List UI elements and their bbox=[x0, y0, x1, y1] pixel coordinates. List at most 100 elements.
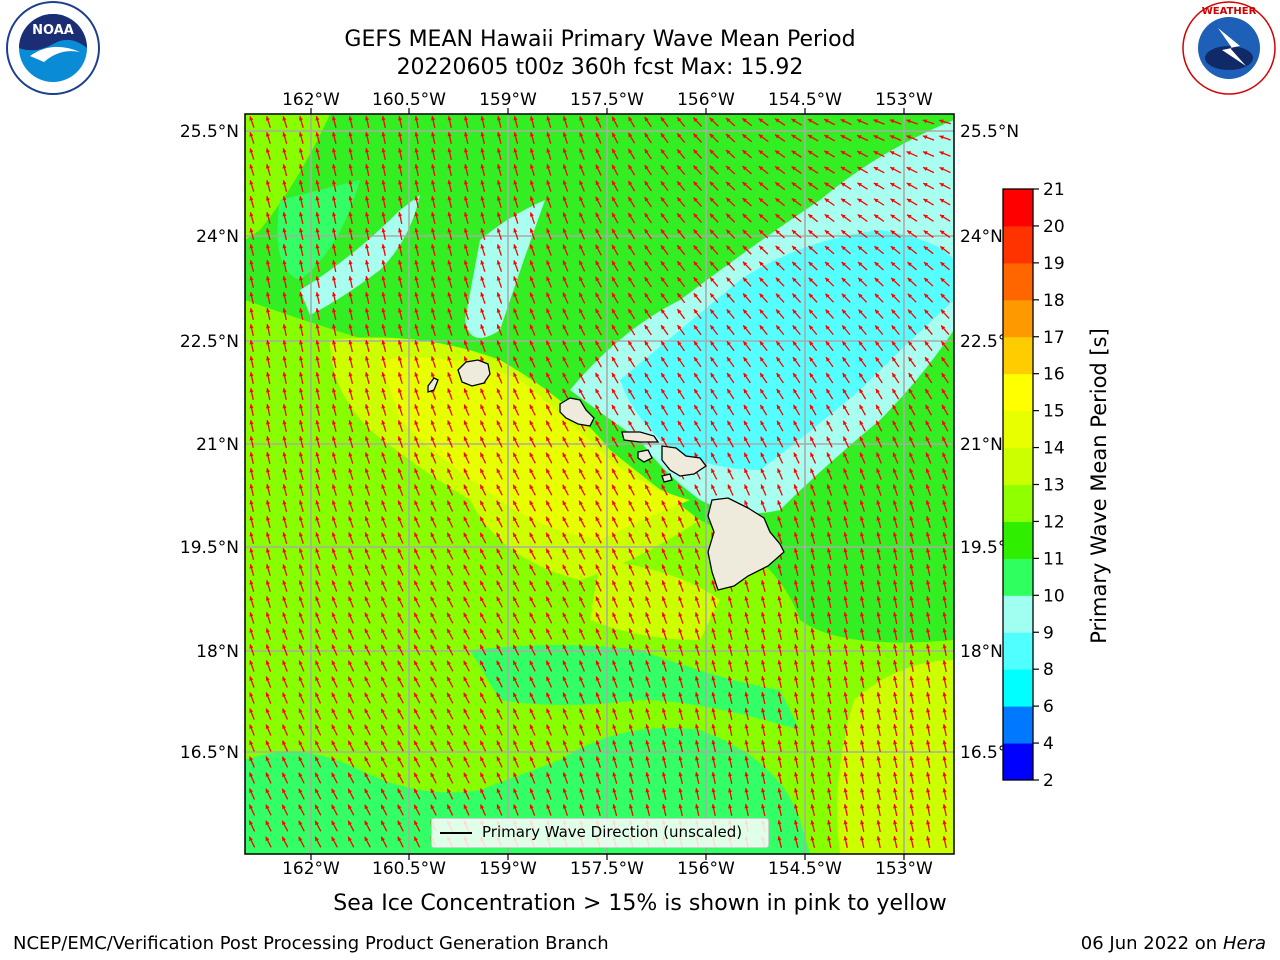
wave-arrow-head bbox=[644, 277, 649, 282]
wave-arrow-head bbox=[743, 309, 748, 314]
wave-arrow-head bbox=[760, 388, 765, 394]
wave-arrow-head bbox=[873, 167, 879, 171]
wave-arrow-head bbox=[414, 388, 419, 393]
wave-arrow-head bbox=[430, 532, 435, 538]
colorbar-segment bbox=[1003, 373, 1033, 412]
wave-arrow-head bbox=[941, 373, 946, 378]
wave-arrow-head bbox=[266, 404, 271, 409]
wave-arrow-head bbox=[742, 245, 748, 251]
wave-arrow-head bbox=[348, 468, 353, 473]
wave-arrow-head bbox=[562, 724, 567, 729]
wave-arrow-head bbox=[496, 708, 501, 714]
wave-arrow-head bbox=[711, 596, 716, 601]
wave-arrow-head bbox=[693, 229, 698, 234]
wave-arrow-head bbox=[463, 564, 468, 570]
wave-arrow-head bbox=[744, 580, 749, 585]
wave-arrow-head bbox=[447, 676, 451, 682]
wave-arrow-head bbox=[364, 788, 369, 794]
wave-arrow-head bbox=[893, 612, 898, 617]
wave-arrow-head bbox=[298, 196, 304, 201]
wave-arrow-head bbox=[876, 692, 881, 697]
wave-arrow-head bbox=[893, 756, 898, 761]
wave-arrow-head bbox=[430, 580, 435, 586]
wave-arrow-head bbox=[463, 276, 468, 281]
wave-arrow-head bbox=[332, 260, 337, 265]
wave-arrow-head bbox=[562, 532, 567, 538]
wave-arrow-head bbox=[678, 580, 683, 585]
wave-arrow-head bbox=[430, 740, 435, 746]
wave-arrow-head bbox=[529, 164, 534, 169]
wave-arrow-head bbox=[463, 548, 468, 554]
wave-arrow-head bbox=[873, 198, 879, 203]
wave-arrow-head bbox=[906, 135, 911, 140]
wave-arrow-head bbox=[827, 660, 832, 665]
wave-arrow-head bbox=[827, 788, 832, 793]
wave-arrow-head bbox=[381, 356, 386, 361]
lat-label-right: 24°N bbox=[960, 227, 1003, 247]
wave-arrow-head bbox=[942, 532, 947, 537]
wave-arrow-head bbox=[843, 564, 848, 569]
wave-arrow-head bbox=[364, 404, 369, 409]
wave-arrow-head bbox=[282, 740, 287, 746]
wave-arrow-head bbox=[808, 261, 813, 267]
wave-arrow-head bbox=[463, 452, 468, 458]
wave-arrow-head bbox=[611, 340, 616, 346]
wave-arrow-head bbox=[595, 484, 600, 490]
wave-arrow-head bbox=[628, 132, 633, 138]
wave-arrow-head bbox=[926, 820, 931, 825]
wave-arrow-head bbox=[611, 404, 616, 410]
wave-arrow-head bbox=[430, 372, 435, 377]
wave-arrow-head bbox=[678, 772, 683, 777]
wave-arrow-head bbox=[644, 404, 649, 410]
wave-arrow-head bbox=[331, 436, 336, 441]
wave-arrow-head bbox=[496, 404, 501, 410]
wave-arrow-head bbox=[840, 119, 846, 124]
wave-arrow-head bbox=[331, 740, 336, 746]
wave-arrow-head bbox=[827, 820, 832, 825]
wave-arrow-head bbox=[480, 260, 485, 265]
wave-arrow-head bbox=[694, 580, 699, 585]
wave-arrow-head bbox=[678, 708, 683, 713]
wave-arrow-head bbox=[579, 340, 583, 346]
wave-arrow-head bbox=[414, 564, 419, 570]
wave-arrow-head bbox=[447, 212, 452, 217]
wave-arrow-head bbox=[579, 212, 584, 218]
wave-arrow-head bbox=[941, 388, 946, 394]
wave-arrow-head bbox=[529, 772, 534, 777]
wave-arrow-head bbox=[265, 580, 270, 585]
wave-arrow-head bbox=[826, 516, 831, 521]
wave-arrow-head bbox=[644, 356, 649, 362]
wave-arrow-head bbox=[792, 277, 797, 283]
wave-arrow-head bbox=[447, 740, 451, 746]
wave-arrow-head bbox=[926, 660, 931, 665]
wave-arrow-head bbox=[942, 436, 947, 442]
wave-arrow-head bbox=[562, 676, 567, 682]
wave-arrow-head bbox=[924, 341, 929, 346]
colorbar-tick-label: 17 bbox=[1043, 328, 1065, 348]
wave-arrow-head bbox=[942, 580, 947, 585]
wave-arrow-head bbox=[265, 708, 270, 713]
wave-arrow-head bbox=[348, 308, 353, 313]
wave-arrow-head bbox=[480, 804, 485, 810]
wave-arrow-head bbox=[480, 420, 485, 426]
wave-arrow-head bbox=[859, 516, 864, 521]
wave-arrow-head bbox=[496, 564, 501, 570]
wave-arrow-head bbox=[529, 740, 534, 745]
wave-arrow-head bbox=[645, 564, 650, 569]
wave-arrow-head bbox=[430, 772, 435, 778]
wave-arrow-head bbox=[562, 164, 567, 169]
wave-arrow-head bbox=[249, 532, 254, 537]
wave-arrow-head bbox=[824, 182, 829, 187]
wave-arrow-head bbox=[315, 660, 320, 665]
wave-arrow-head bbox=[841, 261, 846, 267]
wave-arrow-head bbox=[876, 612, 881, 617]
wave-arrow-head bbox=[546, 596, 550, 602]
wave-arrow-head bbox=[546, 772, 551, 777]
wave-arrow-head bbox=[430, 484, 435, 489]
wave-arrow-head bbox=[562, 612, 567, 618]
wave-arrow-head bbox=[824, 119, 829, 123]
wave-arrow-head bbox=[447, 132, 452, 137]
wave-arrow-head bbox=[364, 612, 369, 618]
wave-arrow-head bbox=[645, 468, 649, 474]
wave-arrow-head bbox=[430, 468, 435, 473]
